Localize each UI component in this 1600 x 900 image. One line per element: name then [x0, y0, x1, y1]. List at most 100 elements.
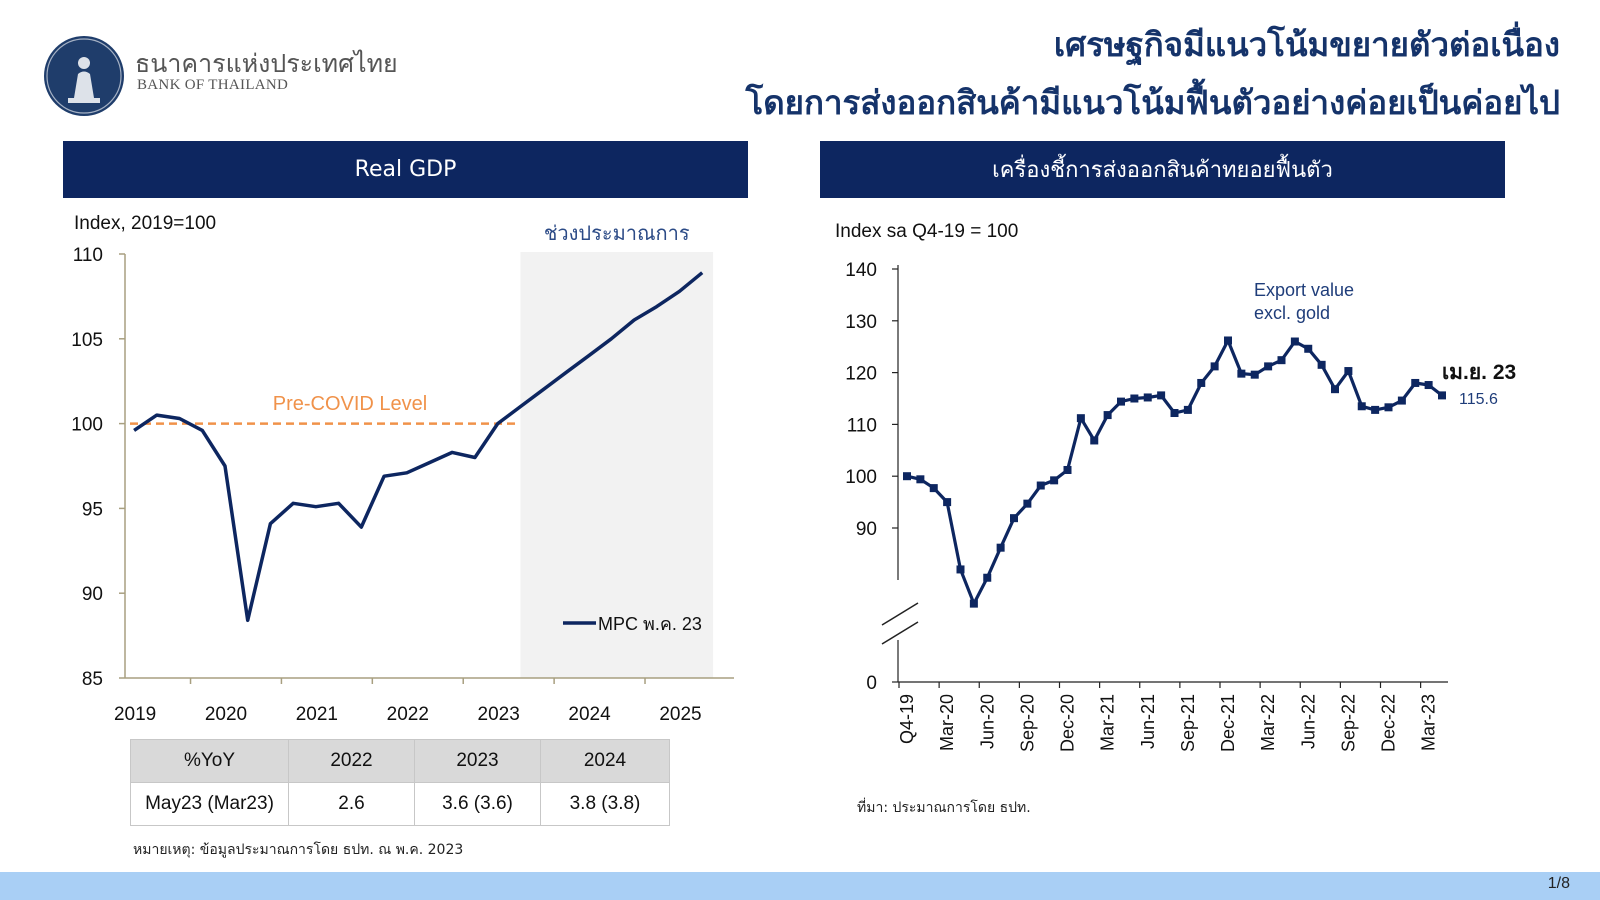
x-tick-label: Sep-21	[1178, 694, 1198, 752]
data-point-marker	[1063, 465, 1072, 474]
y-tick-label: 90	[82, 584, 103, 605]
x-tick-label: Dec-22	[1379, 694, 1399, 752]
x-tick-label: 2024	[568, 704, 611, 725]
page-number: 1/8	[1547, 875, 1570, 892]
axis-break-mark	[881, 602, 919, 626]
data-point-marker	[1103, 411, 1112, 420]
y-tick-label: 100	[845, 467, 877, 488]
x-tick-label: 2023	[478, 704, 520, 725]
data-point-marker	[1397, 396, 1406, 405]
x-tick-label: 2020	[205, 704, 247, 725]
y-tick-label: 140	[845, 260, 877, 281]
data-point-marker	[1157, 391, 1166, 400]
forecast-label: ช่วงประมาณการ	[544, 223, 690, 245]
table-cell: May23 (Mar23)	[130, 782, 289, 826]
data-point-marker	[1384, 403, 1393, 412]
left-note: หมายเหตุ: ข้อมูลประมาณการโดย ธปท. ณ พ.ค.…	[133, 842, 464, 858]
x-tick-label: Jun-22	[1298, 694, 1318, 749]
data-point-marker	[1076, 414, 1085, 423]
table-header-row: %YoY 2022 2023 2024	[130, 739, 670, 783]
x-tick-label: Jun-20	[977, 694, 997, 749]
x-tick-label: Mar-23	[1419, 694, 1439, 751]
right-source-note: ที่มา: ประมาณการโดย ธปท.	[857, 800, 1031, 816]
table-cell: 2.6	[288, 782, 415, 826]
data-point-marker	[1050, 476, 1059, 485]
x-tick-label: Dec-20	[1058, 694, 1078, 752]
pre-covid-reference-label: Pre-COVID Level	[273, 393, 428, 415]
table-header-cell: 2024	[540, 739, 670, 783]
table-header-cell: 2022	[288, 739, 415, 783]
x-tick-label: 2021	[296, 704, 338, 725]
gdp-chart: ช่วงประมาณการ 85 90 95 100 105 110 2019 2020 2021…	[71, 213, 734, 725]
data-point-marker	[1237, 369, 1246, 378]
brand-name-th: ธนาคารแห่งประเทศไทย	[135, 49, 398, 78]
data-point-marker	[1036, 481, 1045, 490]
brand-name-en: BANK OF THAILAND	[137, 77, 289, 93]
y-axis-title: Index sa Q4-19 = 100	[835, 221, 1018, 242]
end-point-label: เม.ย. 23	[1442, 361, 1516, 384]
y-tick-label: 0	[866, 673, 877, 694]
data-point-marker	[1250, 370, 1259, 379]
data-point-marker	[1197, 378, 1206, 387]
data-point-marker	[1170, 409, 1179, 418]
x-tick-label: Q4-19	[897, 694, 917, 744]
end-point-value: 115.6	[1459, 391, 1498, 408]
data-point-marker	[1357, 402, 1366, 411]
data-point-marker	[1277, 356, 1286, 365]
table-cell: 3.6 (3.6)	[414, 782, 541, 826]
right-panel-header: เครื่องชี้การส่งออกสินค้าทยอยฟื้นตัว	[820, 141, 1505, 198]
y-axis-title: Index, 2019=100	[74, 213, 216, 234]
gdp-series-line	[133, 271, 704, 623]
legend-label: MPC พ.ค. 23	[598, 614, 702, 634]
bank-seal-logo	[44, 36, 124, 116]
data-point-marker	[1117, 397, 1125, 406]
x-tick-label: 2019	[114, 704, 156, 725]
data-point-marker	[1371, 405, 1380, 414]
y-tick-label: 90	[856, 519, 877, 540]
axis-break-mark	[881, 621, 919, 645]
data-point-marker	[1438, 391, 1446, 400]
data-point-marker	[996, 543, 1005, 552]
y-tick-label: 120	[845, 364, 877, 385]
data-point-marker	[983, 573, 992, 582]
x-tick-label: Sep-20	[1017, 694, 1037, 752]
data-point-marker	[1317, 360, 1326, 369]
series-annotation: excl. gold	[1254, 303, 1330, 323]
data-point-marker	[1290, 337, 1299, 346]
table-cell: 3.8 (3.8)	[540, 782, 670, 826]
footer-bar	[0, 872, 1600, 900]
data-point-marker	[1344, 367, 1353, 376]
x-tick-label: Mar-21	[1098, 694, 1118, 751]
y-tick-label: 105	[71, 330, 103, 351]
data-point-marker	[1210, 362, 1219, 371]
left-panel-header: Real GDP	[63, 141, 748, 198]
data-point-marker	[1183, 405, 1192, 414]
series-annotation: Export value	[1254, 280, 1354, 300]
data-point-marker	[1264, 362, 1273, 371]
table-header-cell: %YoY	[130, 739, 289, 783]
data-point-marker	[1304, 344, 1313, 353]
data-point-marker	[956, 565, 965, 574]
gdp-forecast-table: %YoY 2022 2023 2024 May23 (Mar23) 2.6 3.…	[130, 739, 670, 826]
x-tick-label: Mar-20	[937, 694, 957, 751]
export-series-line	[906, 338, 1443, 606]
data-point-marker	[943, 498, 952, 507]
data-point-marker	[916, 475, 925, 484]
x-tick-label: Jun-21	[1138, 694, 1158, 749]
table-header-cell: 2023	[414, 739, 541, 783]
page-title-line2: โดยการส่งออกสินค้ามีแนวโน้มฟื้นตัวอย่างค…	[745, 83, 1560, 122]
page-title-line1: เศรษฐกิจมีแนวโน้มขยายตัวต่อเนื่อง	[1053, 25, 1560, 64]
y-tick-label: 110	[73, 245, 103, 266]
y-tick-label: 110	[847, 415, 877, 436]
x-tick-label: 2022	[387, 704, 429, 725]
data-point-marker	[1331, 385, 1339, 394]
x-tick-label: Dec-21	[1218, 694, 1238, 752]
data-point-marker	[903, 472, 911, 481]
data-point-marker	[1411, 378, 1420, 387]
data-point-marker	[969, 599, 978, 608]
forecast-region	[520, 252, 714, 678]
table-row: May23 (Mar23) 2.6 3.6 (3.6) 3.8 (3.8)	[130, 782, 670, 826]
y-tick-label: 95	[82, 499, 103, 520]
y-tick-label: 85	[82, 669, 103, 690]
data-point-marker	[1010, 514, 1018, 523]
